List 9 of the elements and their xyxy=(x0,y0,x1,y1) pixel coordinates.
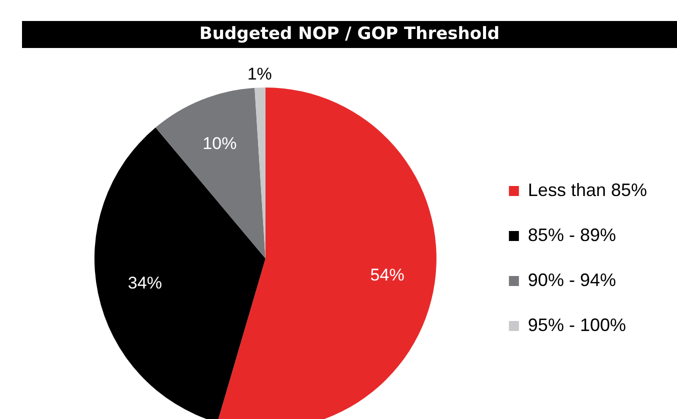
chart-title: Budgeted NOP / GOP Threshold xyxy=(22,21,677,48)
legend-label: 90% - 94% xyxy=(528,270,616,290)
data-label: 54% xyxy=(370,266,404,285)
data-label: 1% xyxy=(247,64,272,84)
data-label: 34% xyxy=(128,273,162,292)
legend-label: Less than 85% xyxy=(528,180,648,200)
legend-label: 85% - 89% xyxy=(528,224,616,245)
legend-label: 95% - 100% xyxy=(528,314,626,335)
data-label: 10% xyxy=(202,134,237,153)
